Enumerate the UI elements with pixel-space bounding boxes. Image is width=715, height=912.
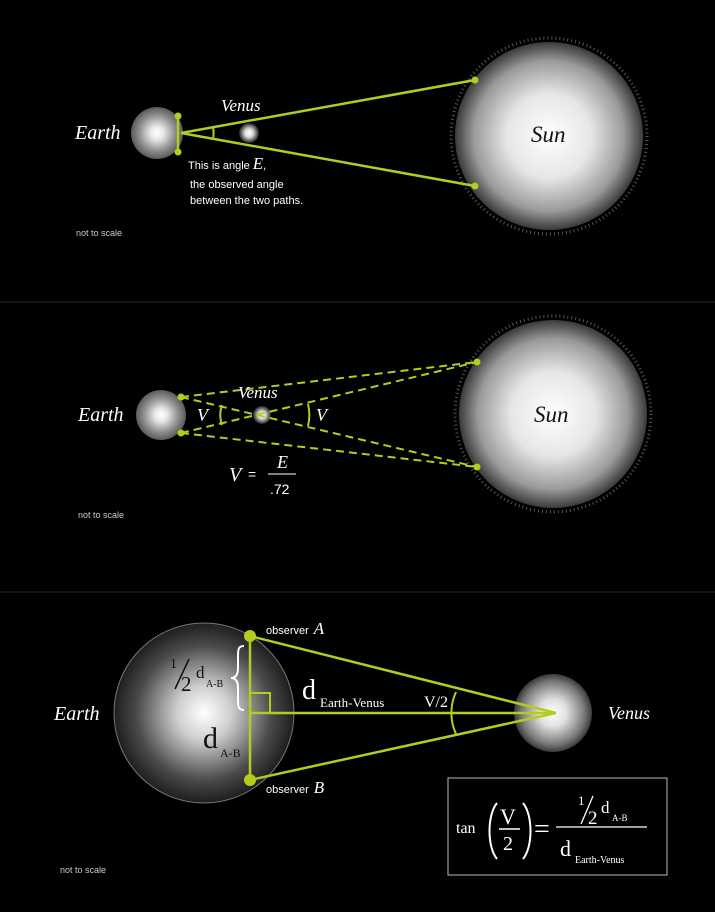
equation-equals: = xyxy=(248,466,256,482)
sight-line-a xyxy=(249,634,557,715)
angle-label-right: V xyxy=(316,405,329,425)
observer-b-dot xyxy=(244,774,256,786)
formula-v: V xyxy=(500,804,516,829)
d-earth-venus: d xyxy=(302,675,316,706)
sun-label: Sun xyxy=(531,122,566,147)
equation-numerator: E xyxy=(276,452,288,472)
venus xyxy=(239,123,259,143)
earth xyxy=(136,390,186,440)
endpoint xyxy=(174,148,182,156)
right-angle-mark xyxy=(250,692,271,713)
endpoint xyxy=(471,76,479,84)
endpoint xyxy=(473,463,481,471)
tan-label: tan xyxy=(456,820,476,837)
angle-note-line2: the observed angle xyxy=(190,179,284,191)
half-denominator: 2 xyxy=(181,672,192,696)
endpoint xyxy=(174,112,182,120)
dashed-path-bottom xyxy=(180,432,478,468)
sight-line-b xyxy=(249,711,557,782)
formula-equals: = xyxy=(534,814,550,845)
earth-label: Earth xyxy=(77,404,124,426)
sun-glow xyxy=(449,36,649,236)
angle-arc-right xyxy=(307,403,311,427)
paren-left xyxy=(488,802,498,860)
endpoint xyxy=(473,358,481,366)
angle-arc-left xyxy=(219,404,223,426)
paren-right xyxy=(522,802,532,860)
observer-a-dot xyxy=(244,630,256,642)
sun xyxy=(455,42,643,230)
equation-denominator: .72 xyxy=(270,481,290,497)
angle-arc xyxy=(450,691,457,735)
earth xyxy=(131,107,183,159)
earth-label: Earth xyxy=(74,122,121,144)
formula-num-d: d xyxy=(601,798,610,817)
dashed-path-top xyxy=(180,361,478,398)
formula-half-den: 2 xyxy=(588,808,598,829)
observer-b-label: observer B xyxy=(266,778,325,797)
sun xyxy=(459,320,647,508)
angle-label: V/2 xyxy=(424,694,448,711)
d-earth-venus-subscript: Earth-Venus xyxy=(320,695,384,710)
formula-two: 2 xyxy=(503,833,513,855)
angle-label-left: V xyxy=(197,405,210,425)
half-d: d xyxy=(196,663,205,682)
d-ab-subscript: A-B xyxy=(220,746,241,760)
half-slash xyxy=(174,658,190,690)
angle-note-line1: This is angle E, xyxy=(188,154,266,173)
endpoint xyxy=(471,182,479,190)
angle-arc xyxy=(212,126,215,140)
equation-lhs: V xyxy=(229,464,244,486)
endpoint xyxy=(177,429,185,437)
dashed-cross-1 xyxy=(180,396,478,468)
formula-half-slash xyxy=(580,795,594,825)
half-d-subscript: A-B xyxy=(206,679,224,690)
sight-line-top xyxy=(180,78,476,135)
brace xyxy=(230,645,245,711)
venus-label: Venus xyxy=(608,703,650,723)
sight-line-bottom xyxy=(180,131,476,188)
venus-label: Venus xyxy=(221,96,261,115)
half-numerator: 1 xyxy=(170,657,177,672)
scale-note: not to scale xyxy=(78,510,124,520)
panel-3: Earth Venus observer A observer B 1 2 d A-… xyxy=(53,619,668,876)
scale-note: not to scale xyxy=(76,228,122,238)
venus xyxy=(253,406,271,424)
panel-2: Earth Venus Sun V V V = E .72 not to sca… xyxy=(77,314,653,520)
tangent-formula: tan V 2 = 1 2 d A-B d Earth-Venus xyxy=(447,777,668,876)
dashed-cross-2 xyxy=(180,361,478,434)
formula-den-subscript: Earth-Venus xyxy=(575,855,625,866)
scale-note: not to scale xyxy=(60,865,106,875)
venus-label: Venus xyxy=(238,383,278,402)
formula-num-subscript: A-B xyxy=(612,813,628,823)
sun-label: Sun xyxy=(534,402,569,427)
sun-glow xyxy=(453,314,653,514)
observer-a-label: observer A xyxy=(266,619,325,638)
d-ab: d xyxy=(203,722,218,755)
panel-1: Earth Venus Sun This is angle E, the obse… xyxy=(74,36,649,238)
endpoint xyxy=(177,393,185,401)
formula-half-num: 1 xyxy=(578,793,585,808)
formula-den-d: d xyxy=(560,836,571,861)
earth-label: Earth xyxy=(53,703,100,725)
angle-note-line3: between the two paths. xyxy=(190,195,303,207)
